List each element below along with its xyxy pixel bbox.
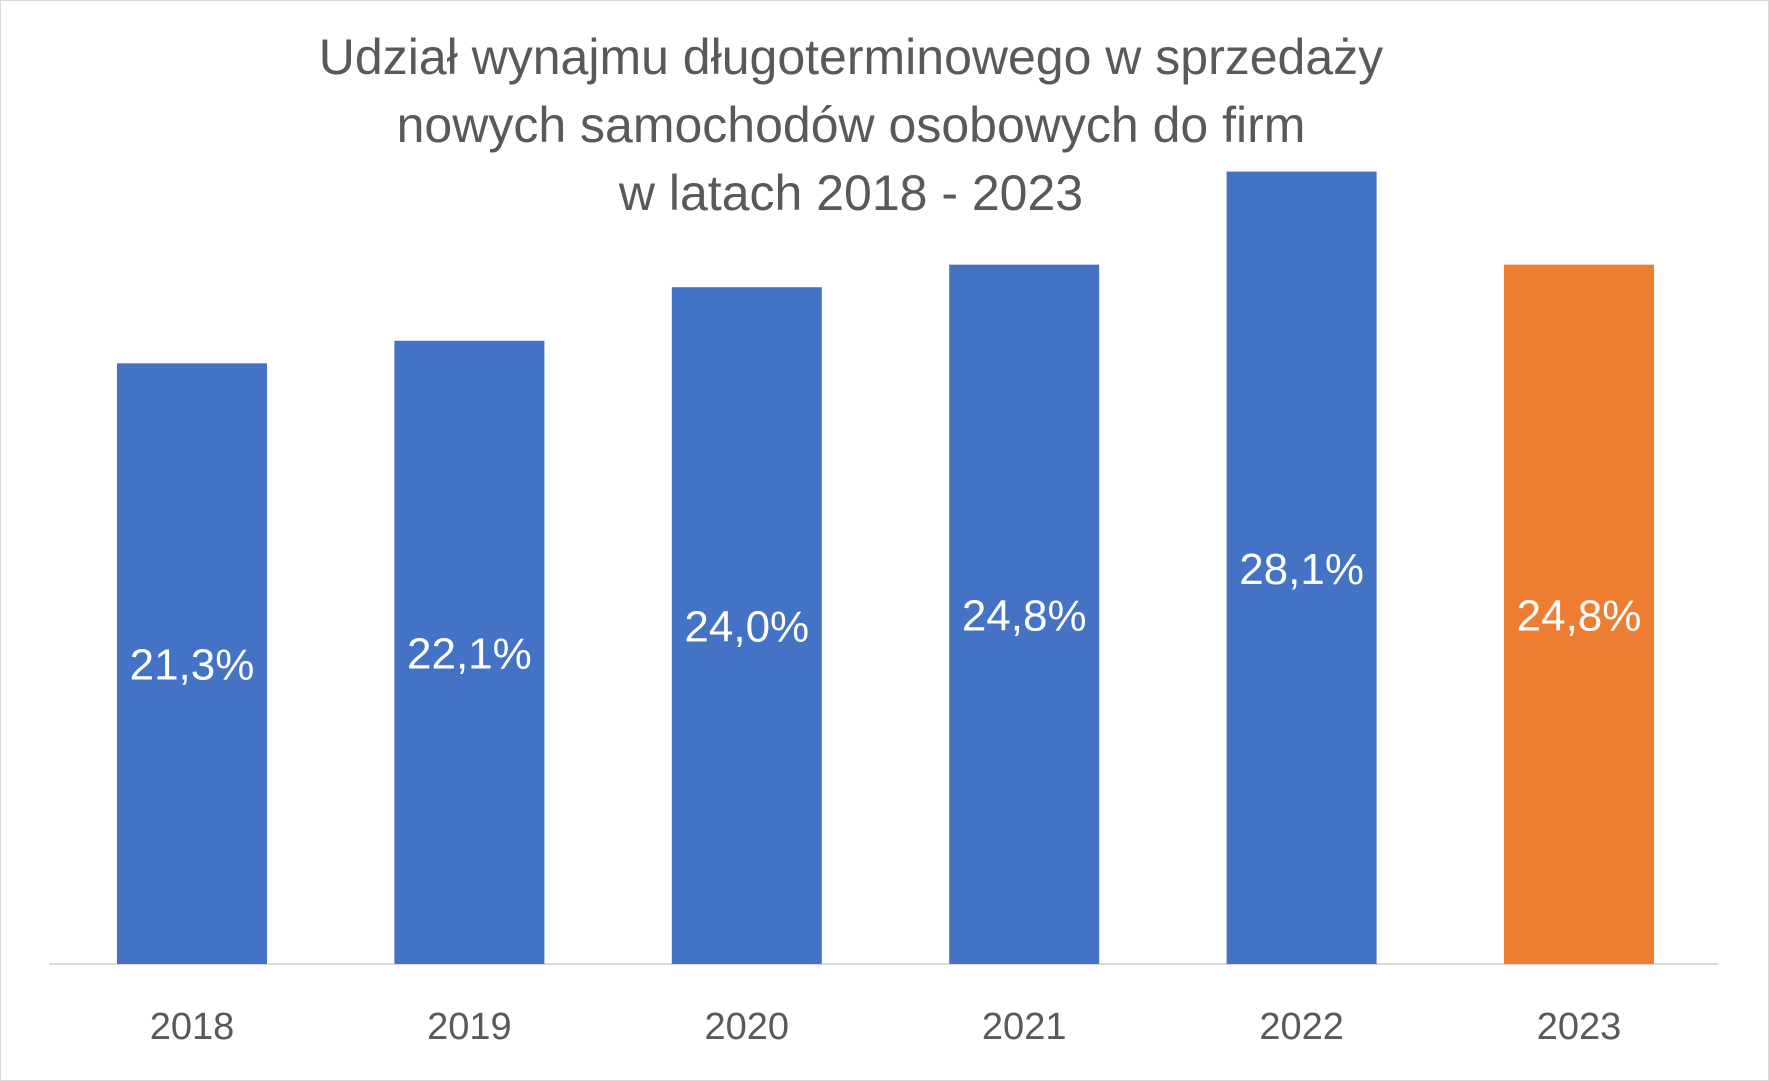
chart-title: Udział wynajmu długoterminowego w sprzed… [1,23,1701,227]
x-tick-label-2021: 2021 [982,1006,1067,1048]
data-label-2021: 24,8% [962,591,1087,640]
chart-title-line-3: w latach 2018 - 2023 [618,165,1084,221]
data-label-2018: 21,3% [130,641,255,690]
x-tick-label-2020: 2020 [705,1006,790,1048]
bar-2021 [949,264,1100,964]
bar-2018 [117,363,267,965]
bar-2023 [1504,264,1654,964]
data-label-2019: 22,1% [407,629,532,678]
chart-title-line-2: nowych samochodów osobowych do firm [396,97,1306,153]
chart-title-line-1: Udział wynajmu długoterminowego w sprzed… [318,29,1384,85]
x-tick-label-2023: 2023 [1537,1006,1622,1048]
bar-2019 [394,340,545,964]
bar-2022 [1226,171,1377,964]
x-tick-label-2019: 2019 [427,1006,512,1048]
x-tick-label-2022: 2022 [1259,1006,1344,1048]
data-label-2022: 28,1% [1239,545,1364,594]
x-tick-label-2018: 2018 [150,1006,235,1048]
data-label-2020: 24,0% [684,603,809,652]
data-label-2023: 24,8% [1517,591,1642,640]
bar-2020 [671,287,822,964]
